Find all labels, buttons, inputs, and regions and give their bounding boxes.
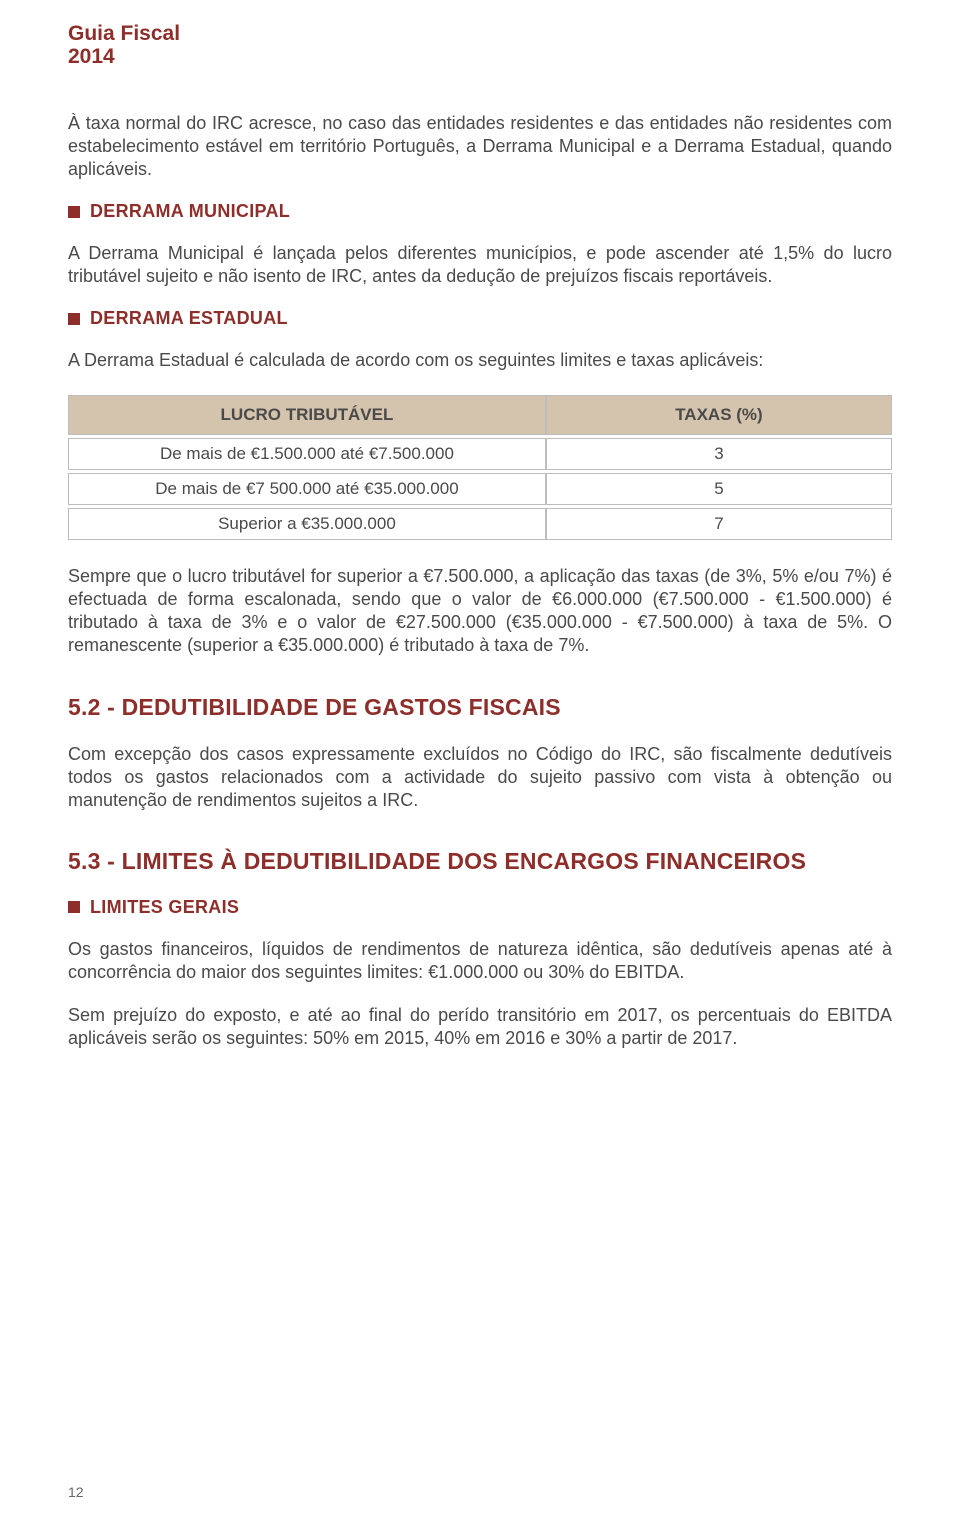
table-header-row: LUCRO TRIBUTÁVEL TAXAS (%) xyxy=(68,395,892,435)
estadual-paragraph: A Derrama Estadual é calculada de acordo… xyxy=(68,349,892,372)
estadual-heading-text: DERRAMA ESTADUAL xyxy=(90,308,288,329)
intro-paragraph: À taxa normal do IRC acresce, no caso da… xyxy=(68,112,892,181)
bullet-square-icon xyxy=(68,206,80,218)
table-row: De mais de €7 500.000 até €35.000.000 5 xyxy=(68,473,892,505)
section-5-2-paragraph: Com excepção dos casos expressamente exc… xyxy=(68,743,892,812)
table-row: Superior a €35.000.000 7 xyxy=(68,508,892,540)
estadual-heading: DERRAMA ESTADUAL xyxy=(68,308,892,329)
doc-title-line1: Guia Fiscal xyxy=(68,22,892,45)
municipal-heading: DERRAMA MUNICIPAL xyxy=(68,201,892,222)
table-cell: 5 xyxy=(546,473,892,505)
bullet-square-icon xyxy=(68,901,80,913)
table-row: De mais de €1.500.000 até €7.500.000 3 xyxy=(68,438,892,470)
table-header-col1: LUCRO TRIBUTÁVEL xyxy=(68,395,546,435)
doc-title-line2: 2014 xyxy=(68,45,892,68)
table-cell: 3 xyxy=(546,438,892,470)
section-5-3-para2: Sem prejuízo do exposto, e até ao final … xyxy=(68,1004,892,1050)
table-cell: De mais de €7 500.000 até €35.000.000 xyxy=(68,473,546,505)
after-table-paragraph: Sempre que o lucro tributável for superi… xyxy=(68,565,892,657)
section-5-2-heading: 5.2 - DEDUTIBILIDADE DE GASTOS FISCAIS xyxy=(68,694,892,721)
table-header-col2: TAXAS (%) xyxy=(546,395,892,435)
section-5-3-heading: 5.3 - LIMITES À DEDUTIBILIDADE DOS ENCAR… xyxy=(68,848,892,875)
limites-gerais-text: LIMITES GERAIS xyxy=(90,897,239,918)
municipal-heading-text: DERRAMA MUNICIPAL xyxy=(90,201,290,222)
bullet-square-icon xyxy=(68,313,80,325)
section-5-3-para1: Os gastos financeiros, líquidos de rendi… xyxy=(68,938,892,984)
limites-gerais-heading: LIMITES GERAIS xyxy=(68,897,892,918)
table-cell: Superior a €35.000.000 xyxy=(68,508,546,540)
page-number: 12 xyxy=(68,1484,84,1500)
table-cell: De mais de €1.500.000 até €7.500.000 xyxy=(68,438,546,470)
municipal-paragraph: A Derrama Municipal é lançada pelos dife… xyxy=(68,242,892,288)
table-cell: 7 xyxy=(546,508,892,540)
tax-table: LUCRO TRIBUTÁVEL TAXAS (%) De mais de €1… xyxy=(68,392,892,543)
